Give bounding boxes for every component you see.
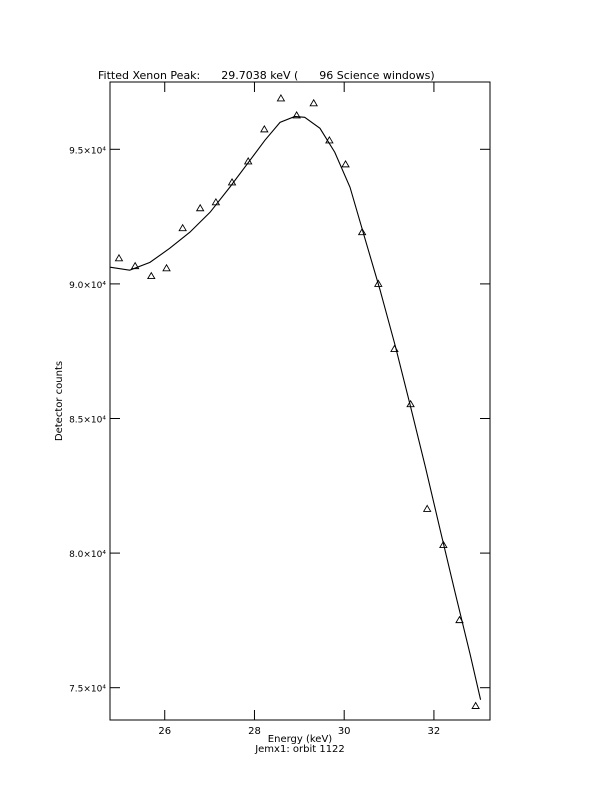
x-axis-label: Energy (keV) [268, 734, 333, 745]
data-point [260, 124, 269, 133]
data-point [292, 110, 301, 119]
x-tick-label: 30 [338, 726, 351, 737]
y-tick-label: 9.5×10⁴ [69, 146, 106, 156]
data-point [195, 203, 205, 212]
y-tick-label: 8.0×10⁴ [69, 550, 106, 560]
y-tick-label: 7.5×10⁴ [69, 685, 106, 695]
data-point [357, 227, 367, 236]
chart-title: Fitted Xenon Peak: 29.7038 keV ( 96 Scie… [98, 69, 435, 82]
subtitle: Jemx1: orbit 1122 [254, 744, 345, 755]
data-point [374, 279, 383, 287]
fit-line [109, 115, 482, 700]
data-point [146, 271, 156, 280]
data-point [276, 94, 286, 102]
data-point [309, 98, 318, 107]
data-point [178, 223, 187, 232]
plot-frame [109, 81, 491, 721]
y-tick-label: 8.5×10⁴ [69, 415, 106, 425]
y-axis-label: Detector counts [54, 361, 65, 441]
data-point [114, 253, 124, 262]
data-point [422, 504, 432, 512]
x-tick-label: 32 [428, 726, 441, 737]
x-tick-label: 28 [248, 726, 261, 737]
data-point [471, 701, 480, 709]
y-tick-label: 9.0×10⁴ [69, 281, 106, 291]
data-point [341, 159, 350, 168]
data-point [439, 540, 448, 548]
x-tick-label: 26 [158, 726, 171, 737]
data-point [162, 263, 171, 272]
